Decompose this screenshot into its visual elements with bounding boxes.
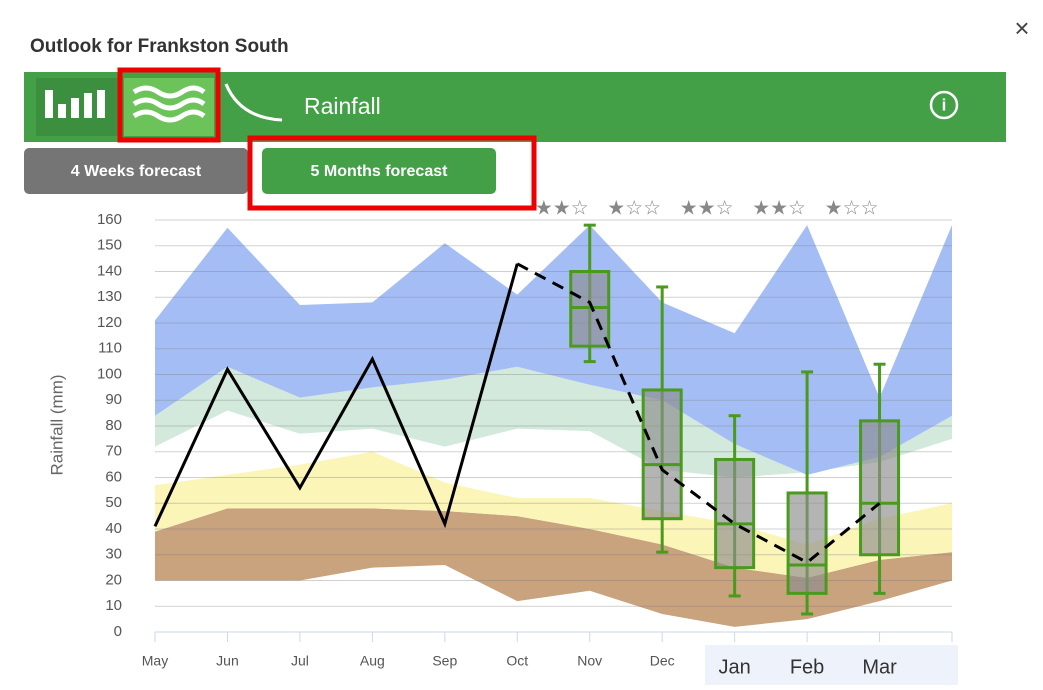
y-tick-label: 10	[105, 597, 122, 614]
y-tick-label: 160	[97, 211, 122, 228]
bar-icon	[45, 90, 105, 118]
x-tick-label: Dec	[650, 653, 675, 669]
tab-label: 5 Months forecast	[311, 163, 449, 180]
x-tick-label: Feb	[790, 656, 824, 678]
forecast-band	[155, 225, 952, 475]
y-tick-label: 30	[105, 546, 122, 563]
tab-active[interactable]	[262, 148, 496, 194]
forecast-line	[516, 262, 881, 565]
y-tick-label: 60	[105, 468, 122, 485]
rating-stars: ★★☆	[752, 196, 806, 220]
x-tick-label: Jun	[216, 653, 239, 669]
box	[714, 457, 756, 570]
forecast-band	[155, 366, 952, 478]
box	[859, 419, 901, 557]
y-axis-title: Rainfall (mm)	[47, 374, 66, 475]
forecast-band	[155, 508, 952, 627]
y-tick-label: 50	[105, 494, 122, 511]
tab[interactable]	[24, 148, 248, 194]
y-tick-label: 20	[105, 571, 122, 588]
highlight	[247, 135, 537, 211]
highlight	[117, 67, 221, 143]
y-tick-label: 150	[97, 237, 122, 254]
y-tick-label: 120	[97, 314, 122, 331]
x-tick-label: Oct	[506, 653, 528, 669]
label-highlight	[705, 645, 958, 685]
x-tick-label: Jul	[291, 653, 309, 669]
box	[786, 491, 828, 595]
curve-icon[interactable]	[224, 83, 283, 122]
y-tick-label: 110	[98, 340, 122, 357]
x-tick-label: Nov	[577, 653, 602, 669]
close-button[interactable]: ×	[1014, 13, 1029, 43]
y-tick-label: 90	[105, 391, 122, 408]
rating-stars: ★☆☆	[825, 196, 879, 220]
tab-label: 4 Weeks forecast	[71, 163, 202, 180]
x-tick-label: Aug	[360, 653, 385, 669]
toolbar-label: Rainfall	[304, 93, 381, 119]
rating-stars: ★☆☆	[607, 196, 661, 220]
box	[641, 388, 683, 521]
x-tick-label: Sep	[432, 653, 457, 669]
info-icon[interactable]	[929, 90, 959, 120]
rating-stars: ★★☆	[680, 196, 734, 220]
x-tick-label: May	[142, 653, 168, 669]
y-tick-label: 140	[97, 262, 122, 279]
y-tick-label: 70	[105, 443, 122, 460]
title: Outlook for Frankston South	[30, 36, 289, 57]
info-text: i	[942, 95, 947, 114]
y-tick-label: 0	[114, 623, 122, 640]
y-tick-label: 40	[105, 520, 122, 537]
y-tick-label: 100	[97, 365, 122, 382]
y-tick-label: 80	[105, 417, 122, 434]
observed-line	[153, 263, 519, 529]
y-tick-label: 130	[97, 288, 122, 305]
band-icon	[132, 85, 206, 123]
plot: 0 10 20 30 40 50 60 70 80 90 100 110 120 130 140 150 160…	[97, 196, 953, 678]
x-tick-label: Jan	[719, 656, 751, 678]
x-tick-label: Mar	[862, 656, 897, 678]
rating-stars: ★★☆	[535, 196, 589, 220]
